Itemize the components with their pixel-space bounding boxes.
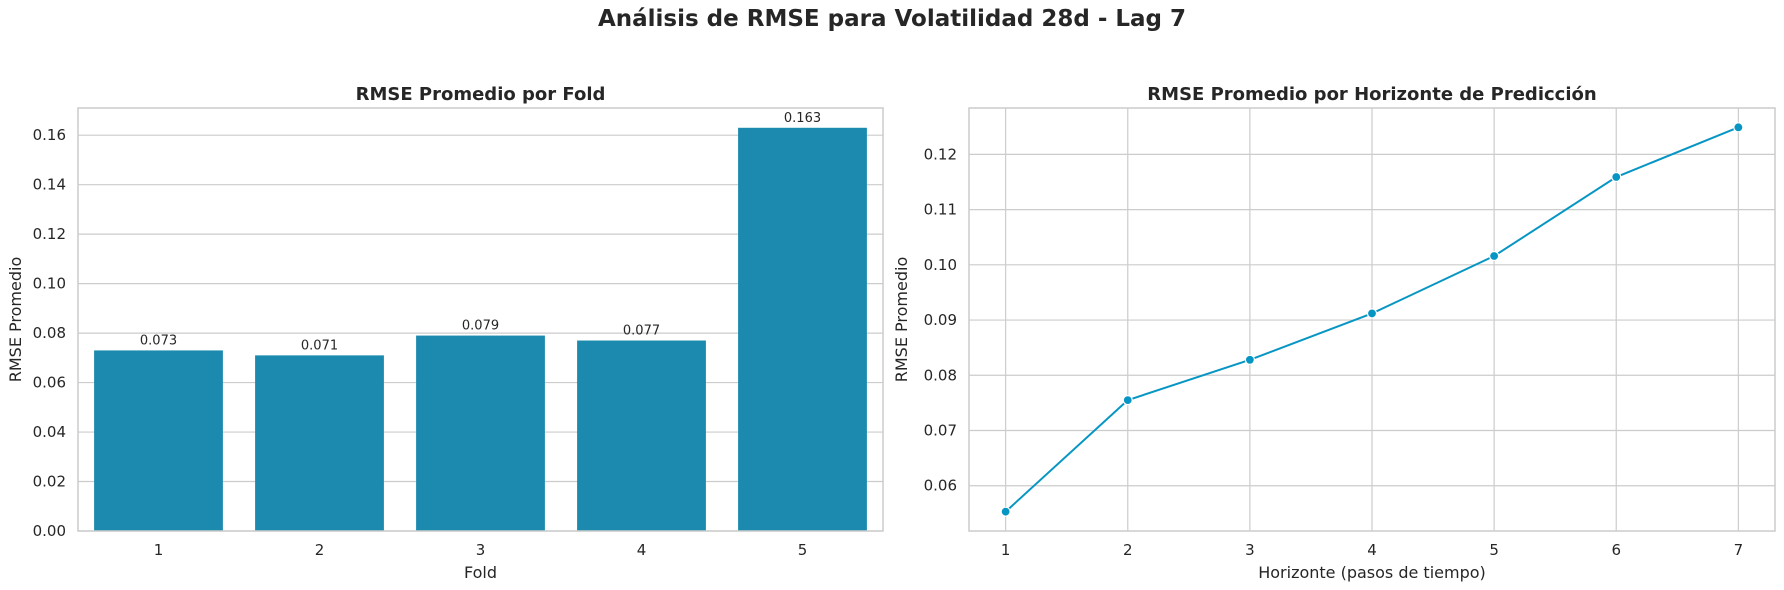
y-tick-label: 0.16	[33, 126, 66, 144]
bar	[94, 350, 223, 531]
y-tick-label: 0.07	[924, 421, 957, 439]
x-tick-label: 4	[637, 541, 647, 559]
x-tick-label: 6	[1611, 541, 1621, 559]
x-tick-label: 7	[1734, 541, 1744, 559]
figure-suptitle: Análisis de RMSE para Volatilidad 28d - …	[597, 6, 1187, 32]
x-tick-label: 4	[1367, 541, 1377, 559]
y-tick-label: 0.04	[33, 423, 66, 441]
y-tick-label: 0.02	[33, 473, 66, 491]
y-tick-label: 0.08	[33, 324, 66, 342]
data-point	[1000, 506, 1011, 517]
y-axis-label: RMSE Promedio	[892, 257, 911, 382]
y-tick-label: 0.10	[33, 275, 66, 293]
x-tick-label: 1	[1001, 541, 1011, 559]
y-tick-label: 0.08	[924, 366, 957, 384]
x-tick-label: 5	[798, 541, 808, 559]
bar-value-label: 0.079	[462, 319, 499, 334]
data-point	[1733, 122, 1744, 133]
x-tick-label: 1	[154, 541, 164, 559]
bar	[255, 355, 384, 531]
bar	[577, 340, 706, 531]
plot-frame	[77, 107, 884, 532]
line-chart-rmse-by-horizon: 0.06 0.07 0.08 0.09 0.10 0.11 0.12 1 2 3 4 5 6 7 RMSE …	[892, 84, 1776, 582]
chart-title: RMSE Promedio por Fold	[356, 84, 606, 105]
x-tick-label: 2	[315, 541, 325, 559]
y-axis-label: RMSE Promedio	[6, 257, 25, 382]
y-tick-label: 0.10	[924, 256, 957, 274]
y-tick-label: 0.06	[33, 374, 66, 392]
plot-frame	[968, 107, 1776, 532]
x-axis-label: Horizonte (pasos de tiempo)	[1258, 563, 1486, 582]
y-tick-label: 0.00	[33, 522, 66, 540]
y-tick-label: 0.12	[33, 225, 66, 243]
bar-chart-rmse-by-fold: 0.00 0.02 0.04 0.06 0.08 0.10 0.12 0.14 0.16 0.07…	[6, 84, 884, 582]
data-point	[1489, 250, 1500, 262]
bar	[416, 335, 545, 531]
data-point	[1244, 354, 1255, 365]
data-point	[1122, 395, 1133, 406]
x-tick-label: 3	[1245, 541, 1255, 559]
x-tick-label: 2	[1123, 541, 1133, 559]
bar-value-label: 0.071	[301, 338, 338, 353]
data-point	[1611, 171, 1622, 183]
x-axis-label: Fold	[464, 563, 497, 582]
bar-value-label: 0.077	[623, 324, 660, 339]
y-tick-label: 0.06	[924, 477, 957, 495]
bar-value-label: 0.073	[140, 333, 177, 348]
y-tick-label: 0.14	[33, 176, 66, 194]
y-tick-label: 0.11	[924, 201, 957, 219]
x-tick-label: 3	[476, 541, 486, 559]
y-tick-label: 0.09	[924, 311, 957, 329]
data-point	[1366, 308, 1378, 319]
x-tick-label: 5	[1489, 541, 1499, 559]
chart-title: RMSE Promedio por Horizonte de Predicció…	[1147, 84, 1596, 105]
y-tick-label: 0.12	[924, 145, 957, 163]
bar-value-label: 0.163	[784, 111, 821, 126]
bar	[738, 127, 867, 531]
